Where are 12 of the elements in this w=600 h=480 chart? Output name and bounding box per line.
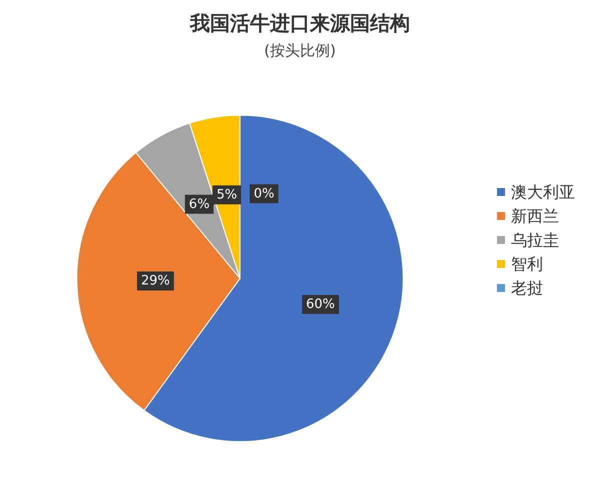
data-label: 29% [140, 274, 170, 289]
chart-title: 我国活牛进口来源国结构 [189, 11, 410, 35]
legend-label: 老挝 [511, 278, 543, 298]
text: 0% [254, 186, 274, 202]
chart-subtitle: (按头比例) [264, 42, 336, 60]
legend-label: 新西兰 [511, 206, 559, 226]
data-label: 60% [306, 297, 335, 312]
data-label: 6% [188, 196, 210, 212]
legend-label: 乌拉圭 [511, 230, 559, 250]
legend-label: 智利 [511, 254, 543, 274]
data-label: 5% [216, 187, 238, 202]
legend-label: 澳大利亚 [511, 182, 575, 202]
